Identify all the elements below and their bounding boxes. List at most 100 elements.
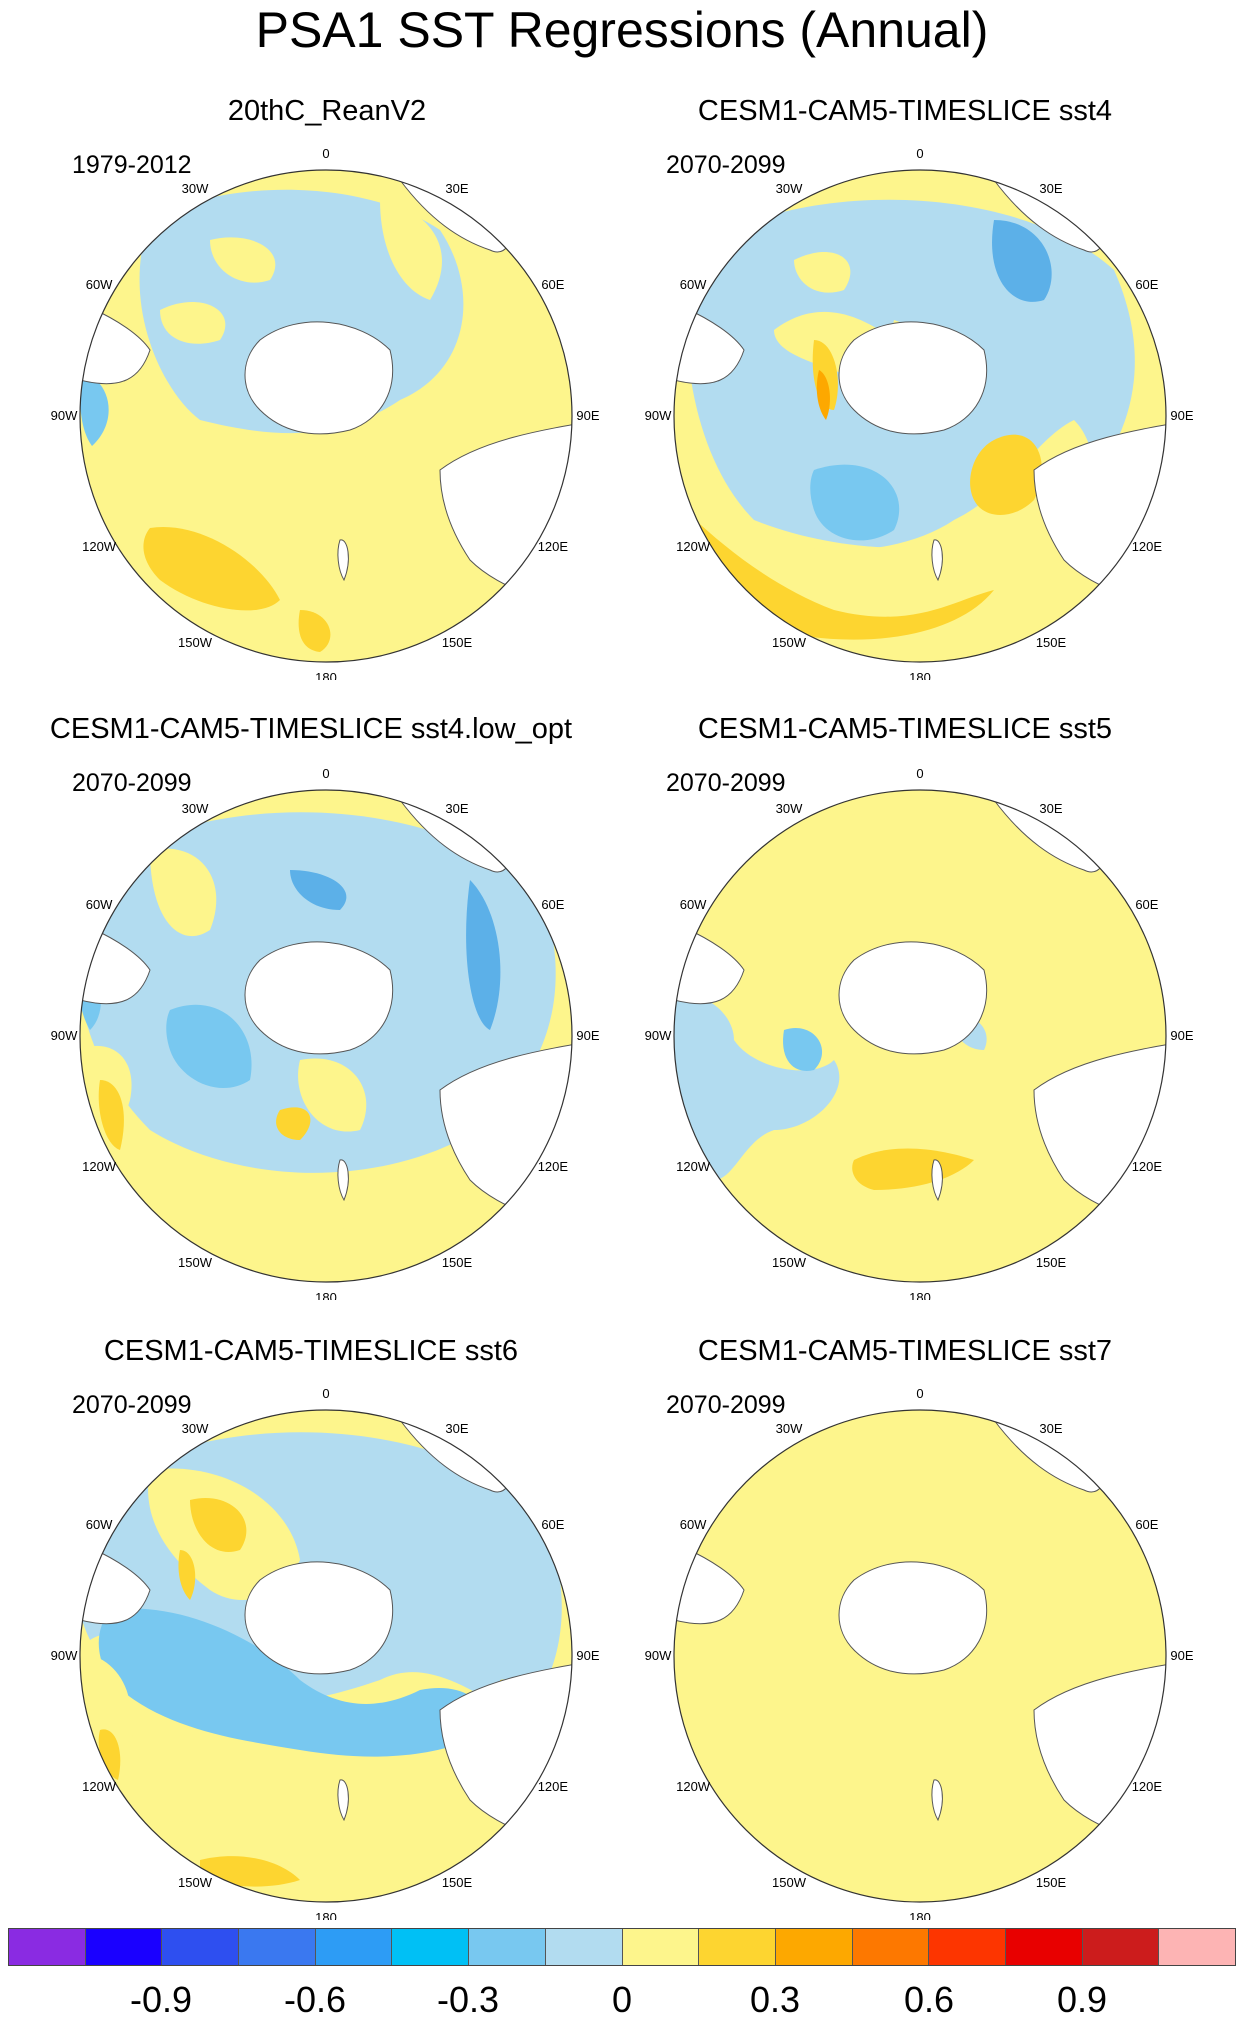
sst-field	[674, 790, 1166, 1282]
figure-title: PSA1 SST Regressions (Annual)	[255, 2, 989, 58]
longitude-label: 0	[916, 766, 923, 781]
longitude-label: 180	[909, 1290, 931, 1300]
panel-sst7: CESM1-CAM5-TIMESLICE sst7 2070-2099 0 30E…	[594, 1240, 1216, 1920]
map-border	[79, 789, 573, 1283]
longitude-label: 30E	[445, 1421, 468, 1436]
sst-region	[98, 1729, 121, 1780]
longitude-label: 150E	[442, 1255, 473, 1270]
antarctica-landmass	[244, 321, 394, 435]
longitude-label: 120E	[538, 539, 569, 554]
polar-map-sst7: 0 30E 60E 90E 120E 150E 180 150W 120W 90W 60W 30W	[645, 1386, 1194, 1920]
longitude-label: 90W	[645, 1648, 672, 1663]
south-america-landmass	[674, 899, 745, 1021]
south-america-landmass	[80, 1519, 151, 1641]
colorbar-tick-label: 0.3	[749, 1979, 801, 2020]
colorbar-tick-label: 0.9	[1056, 1979, 1108, 2020]
longitude-label: 90W	[51, 1028, 78, 1043]
sst-region	[80, 372, 109, 446]
longitude-label: 120W	[82, 539, 117, 554]
south-america-landmass	[80, 279, 151, 401]
longitude-label: 30E	[1039, 801, 1062, 816]
longitude-label: 150E	[1036, 1255, 1067, 1270]
polar-map-sst5: 0 30E 60E 90E 120E 150E 180 150W 120W 90W 60W 30W	[645, 766, 1194, 1300]
longitude-label: 150W	[772, 1875, 807, 1890]
panel-period: 2070-2099	[666, 151, 786, 179]
sst-region	[160, 301, 226, 344]
panel-sst5: CESM1-CAM5-TIMESLICE sst5 2070-2099 0 30E…	[594, 620, 1216, 1300]
colorbar-tick-label: -0.3	[436, 1979, 500, 2020]
longitude-label: 60W	[680, 277, 707, 292]
longitude-label: 120E	[1132, 1779, 1163, 1794]
longitude-label: 60W	[680, 1517, 707, 1532]
longitude-label: 150W	[772, 635, 807, 650]
longitude-label: 60E	[541, 277, 564, 292]
colorbar-tick-label: 0.6	[903, 1979, 955, 2020]
longitude-label: 150W	[178, 1255, 213, 1270]
sst-region	[380, 200, 442, 300]
colorbar-swatch	[392, 1929, 470, 1965]
longitude-label: 0	[916, 1386, 923, 1401]
longitude-label: 120E	[538, 1159, 569, 1174]
sst-region	[143, 526, 280, 611]
antarctica-landmass	[838, 321, 988, 435]
sst-field	[674, 170, 1166, 662]
sst-region	[816, 370, 830, 420]
panel-period: 2070-2099	[666, 1391, 786, 1419]
sst-field	[80, 1410, 572, 1902]
sst-region	[98, 1080, 124, 1150]
sst-region	[276, 1107, 311, 1140]
colorbar-swatch	[239, 1929, 316, 1965]
antarctica-landmass	[838, 1561, 988, 1675]
colorbar-swatch	[162, 1929, 240, 1965]
antarctica-landmass	[244, 941, 394, 1055]
longitude-label: 150W	[178, 635, 213, 650]
colorbar-swatch	[699, 1929, 776, 1965]
longitude-label: 60E	[541, 897, 564, 912]
longitude-label: 90E	[1170, 1028, 1193, 1043]
longitude-label: 90E	[576, 1028, 599, 1043]
panel-title: 20thC_ReanV2	[227, 95, 427, 127]
sst-region	[674, 993, 840, 1180]
sst-region	[852, 1148, 974, 1190]
longitude-label: 120W	[82, 1159, 117, 1174]
colorbar-swatch	[852, 1929, 930, 1965]
new-zealand-landmass	[337, 539, 349, 582]
colorbar-swatch	[545, 1929, 623, 1965]
sst-region	[360, 438, 442, 502]
longitude-label: 60W	[86, 897, 113, 912]
sst-region	[810, 464, 900, 541]
longitude-label: 60E	[1135, 1517, 1158, 1532]
longitude-label: 150E	[442, 635, 473, 650]
sst-region	[178, 1550, 196, 1600]
longitude-label: 120W	[676, 1159, 711, 1174]
new-zealand-landmass	[337, 1779, 349, 1822]
colorbar-tick-label: -0.9	[129, 1979, 193, 2020]
longitude-label: 90W	[645, 408, 672, 423]
sst-field	[80, 170, 572, 662]
longitude-label: 30W	[776, 1421, 803, 1436]
polar-map-sst4: 0 30E 60E 90E 120E 150E 180 150W 120W 90W 60W 30W	[645, 146, 1194, 680]
colorbar-swatch	[929, 1929, 1006, 1965]
map-border	[79, 1409, 573, 1903]
sst-region	[970, 434, 1042, 515]
sst-region	[80, 1653, 520, 1890]
sst-field	[80, 790, 572, 1282]
panel-sst4: CESM1-CAM5-TIMESLICE sst4 2070-2099 0 30E…	[594, 0, 1216, 680]
longitude-label: 90W	[51, 1648, 78, 1663]
panel-20thc-reanv2: 20thC_ReanV2 1979-2012 0 30E 60E 90E 120E 150…	[0, 0, 622, 680]
longitude-label: 180	[315, 1290, 337, 1300]
colorbar	[8, 1928, 1236, 1966]
map-border	[673, 169, 1167, 663]
panel-period: 2070-2099	[72, 769, 192, 797]
longitude-label: 30W	[182, 181, 209, 196]
longitude-label: 0	[322, 766, 329, 781]
longitude-label: 120W	[82, 1779, 117, 1794]
sst-region	[210, 237, 276, 283]
longitude-label: 0	[322, 1386, 329, 1401]
longitude-label: 30E	[445, 181, 468, 196]
longitude-label: 60E	[1135, 277, 1158, 292]
sst-region	[298, 610, 331, 652]
colorbar-swatch	[775, 1929, 853, 1965]
longitude-label: 0	[916, 146, 923, 161]
longitude-label: 90E	[1170, 408, 1193, 423]
